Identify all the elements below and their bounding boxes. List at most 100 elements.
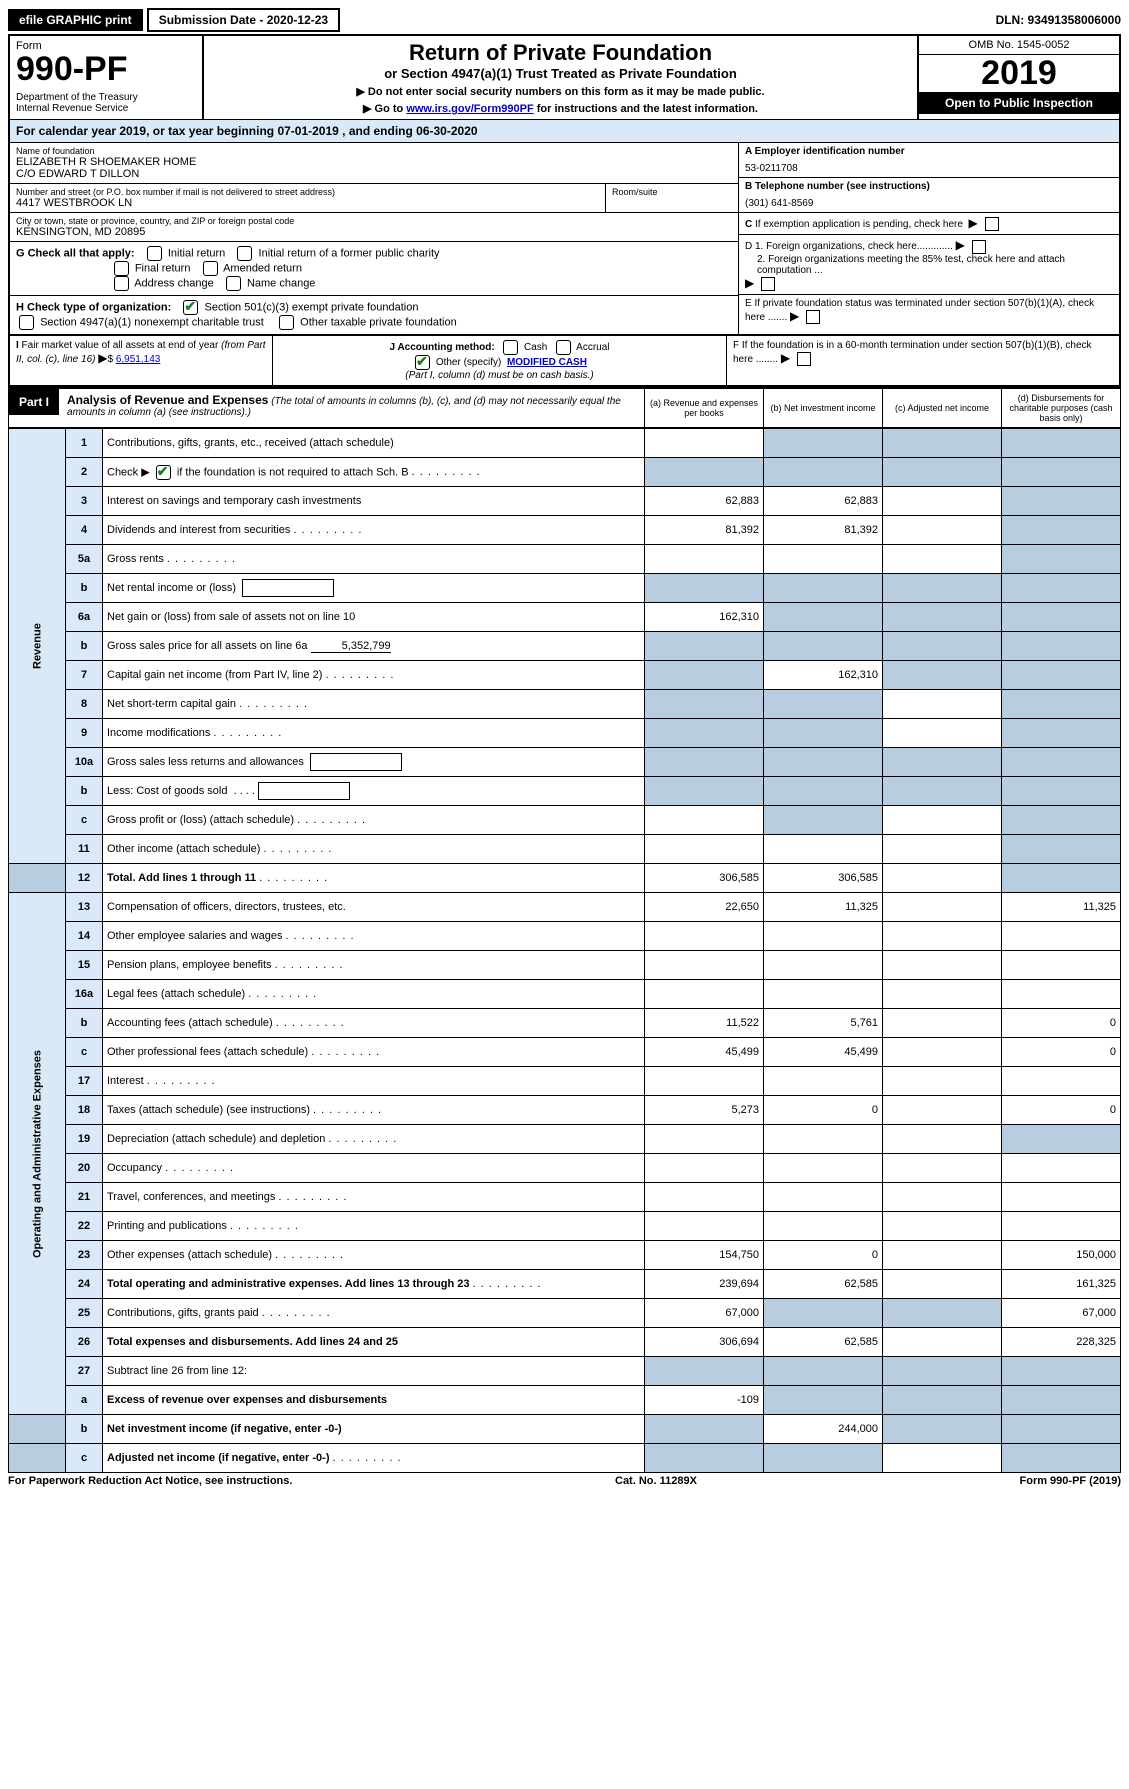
form-subtitle: or Section 4947(a)(1) Trust Treated as P… (212, 66, 909, 81)
cb-501c3[interactable] (183, 300, 198, 315)
cb-initial-former[interactable] (237, 246, 252, 261)
cb-other-taxable[interactable] (279, 315, 294, 330)
table-row: 20Occupancy (9, 1154, 1121, 1183)
address-label: Number and street (or P.O. box number if… (16, 187, 599, 197)
table-row: bLess: Cost of goods sold . . . . (9, 777, 1121, 806)
table-row: aExcess of revenue over expenses and dis… (9, 1386, 1121, 1415)
cb-name-change[interactable] (226, 276, 241, 291)
table-row: bNet investment income (if negative, ent… (9, 1415, 1121, 1444)
open-public-badge: Open to Public Inspection (919, 92, 1119, 114)
form-number: 990-PF (16, 52, 196, 86)
ein-value: 53-0211708 (745, 163, 1113, 174)
form-note-1: ▶ Do not enter social security numbers o… (212, 85, 909, 98)
cb-status-terminated[interactable] (806, 310, 820, 324)
table-row: 4Dividends and interest from securities … (9, 516, 1121, 545)
table-row: 10aGross sales less returns and allowanc… (9, 748, 1121, 777)
table-row: 6aNet gain or (loss) from sale of assets… (9, 603, 1121, 632)
calendar-year-row: For calendar year 2019, or tax year begi… (8, 119, 1121, 142)
footer-mid: Cat. No. 11289X (615, 1475, 697, 1487)
form-header: Form 990-PF Department of the Treasury I… (8, 34, 1121, 119)
footer-right: Form 990-PF (2019) (1020, 1475, 1121, 1487)
form-title: Return of Private Foundation (212, 40, 909, 66)
address-value: 4417 WESTBROOK LN (16, 197, 599, 209)
table-row: 23Other expenses (attach schedule) 154,7… (9, 1241, 1121, 1270)
fmv-value[interactable]: 6,951,143 (116, 354, 161, 365)
col-c-header: (c) Adjusted net income (882, 389, 1001, 427)
dln-label: DLN: 93491358006000 (996, 13, 1121, 27)
section-d: D 1. Foreign organizations, check here..… (739, 235, 1119, 295)
section-c: C C If exemption application is pending,… (739, 213, 1119, 235)
submission-date-button[interactable]: Submission Date - 2020-12-23 (147, 8, 340, 32)
ein-label: A Employer identification number (745, 146, 1113, 157)
section-h: H Check type of organization: Section 50… (10, 296, 738, 334)
table-row: 12Total. Add lines 1 through 11 306,5853… (9, 864, 1121, 893)
footer-left: For Paperwork Reduction Act Notice, see … (8, 1475, 292, 1487)
table-row: bNet rental income or (loss) (9, 574, 1121, 603)
top-bar: efile GRAPHIC print Submission Date - 20… (8, 8, 1121, 32)
cb-foreign-org[interactable] (972, 240, 986, 254)
expenses-side-label: Operating and Administrative Expenses (9, 893, 66, 1415)
room-label: Room/suite (612, 187, 732, 197)
dept-label: Department of the Treasury Internal Reve… (16, 92, 196, 114)
table-row: 9Income modifications (9, 719, 1121, 748)
irs-link[interactable]: www.irs.gov/Form990PF (406, 103, 533, 115)
phone-value: (301) 641-8569 (745, 198, 1113, 209)
table-row: cAdjusted net income (if negative, enter… (9, 1444, 1121, 1473)
section-g: G Check all that apply: Initial return I… (10, 242, 738, 296)
page-footer: For Paperwork Reduction Act Notice, see … (8, 1475, 1121, 1487)
table-row: 19Depreciation (attach schedule) and dep… (9, 1125, 1121, 1154)
table-row: 5aGross rents (9, 545, 1121, 574)
table-row: 22Printing and publications (9, 1212, 1121, 1241)
identification-grid: Name of foundation ELIZABETH R SHOEMAKER… (8, 142, 1121, 336)
section-f: F If the foundation is in a 60-month ter… (726, 336, 1119, 385)
table-row: 27Subtract line 26 from line 12: (9, 1357, 1121, 1386)
cb-cash[interactable] (503, 340, 518, 355)
section-i: I Fair market value of all assets at end… (10, 336, 273, 385)
omb-number: OMB No. 1545-0052 (919, 36, 1119, 55)
cb-amended-return[interactable] (203, 261, 218, 276)
table-row: 14Other employee salaries and wages (9, 922, 1121, 951)
cb-4947a1[interactable] (19, 315, 34, 330)
table-row: Operating and Administrative Expenses 13… (9, 893, 1121, 922)
cb-foreign-85[interactable] (761, 277, 775, 291)
cb-final-return[interactable] (114, 261, 129, 276)
table-row: 2Check ▶ if the foundation is not requir… (9, 458, 1121, 487)
table-row: bGross sales price for all assets on lin… (9, 632, 1121, 661)
col-a-header: (a) Revenue and expenses per books (644, 389, 763, 427)
cb-60-month[interactable] (797, 352, 811, 366)
city-label: City or town, state or province, country… (16, 216, 732, 226)
part1-title: Analysis of Revenue and Expenses (67, 393, 268, 407)
part1-table: Revenue 1Contributions, gifts, grants, e… (8, 428, 1121, 1473)
table-row: 24Total operating and administrative exp… (9, 1270, 1121, 1299)
phone-label: B Telephone number (see instructions) (745, 181, 1113, 192)
efile-button[interactable]: efile GRAPHIC print (8, 9, 143, 31)
table-row: 18Taxes (attach schedule) (see instructi… (9, 1096, 1121, 1125)
part1-header: Part I Analysis of Revenue and Expenses … (8, 387, 1121, 428)
cb-other-method[interactable] (415, 355, 430, 370)
col-d-header: (d) Disbursements for charitable purpose… (1001, 389, 1120, 427)
section-j: J Accounting method: Cash Accrual Other … (273, 336, 726, 385)
cb-sch-b[interactable] (156, 465, 171, 480)
table-row: 7Capital gain net income (from Part IV, … (9, 661, 1121, 690)
cb-initial-return[interactable] (147, 246, 162, 261)
table-row: cGross profit or (loss) (attach schedule… (9, 806, 1121, 835)
table-row: 25Contributions, gifts, grants paid 67,0… (9, 1299, 1121, 1328)
cb-address-change[interactable] (114, 276, 129, 291)
table-row: 11Other income (attach schedule) (9, 835, 1121, 864)
form-note-2: ▶ Go to www.irs.gov/Form990PF for instru… (212, 102, 909, 115)
name-label: Name of foundation (16, 146, 732, 156)
cb-accrual[interactable] (556, 340, 571, 355)
table-row: cOther professional fees (attach schedul… (9, 1038, 1121, 1067)
table-row: 16aLegal fees (attach schedule) (9, 980, 1121, 1009)
table-row: bAccounting fees (attach schedule) 11,52… (9, 1009, 1121, 1038)
part1-label: Part I (9, 389, 59, 415)
table-row: 3Interest on savings and temporary cash … (9, 487, 1121, 516)
revenue-side-label: Revenue (9, 429, 66, 864)
section-e: E If private foundation status was termi… (739, 295, 1119, 327)
table-row: Revenue 1Contributions, gifts, grants, e… (9, 429, 1121, 458)
col-b-header: (b) Net investment income (763, 389, 882, 427)
cb-exemption-pending[interactable] (985, 217, 999, 231)
table-row: 17Interest (9, 1067, 1121, 1096)
table-row: 26Total expenses and disbursements. Add … (9, 1328, 1121, 1357)
table-row: 21Travel, conferences, and meetings (9, 1183, 1121, 1212)
